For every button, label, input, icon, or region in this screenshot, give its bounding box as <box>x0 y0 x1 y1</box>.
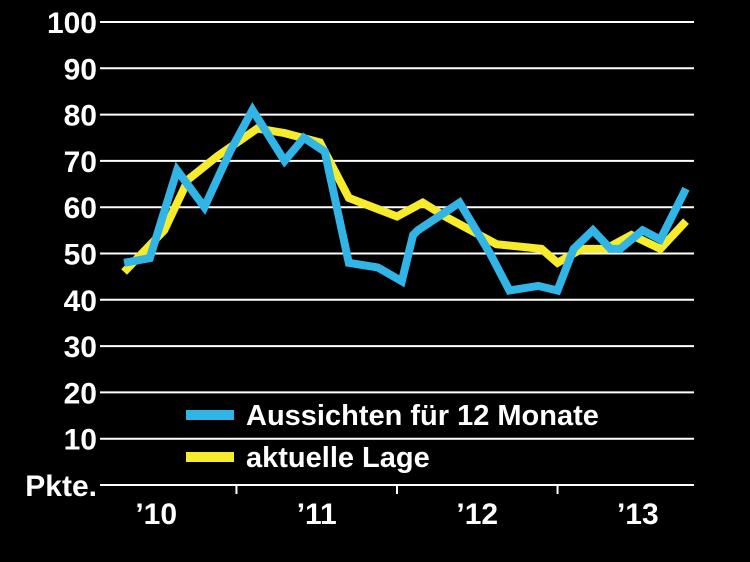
x-axis: ’10 ’11 ’12 ’13 <box>100 484 694 531</box>
y-tick-label-20: 20 <box>64 377 97 410</box>
y-tick-label-60: 60 <box>64 192 97 225</box>
x-tick-label-2: ’12 <box>456 498 498 531</box>
y-tick-label-90: 90 <box>64 53 97 86</box>
y-tick-label-10: 10 <box>64 424 97 457</box>
y-tick-label-30: 30 <box>64 331 97 364</box>
y-tick-label-40: 40 <box>64 285 97 318</box>
y-axis-tick-labels: 10 20 30 40 50 60 70 80 90 100 <box>47 7 97 457</box>
y-tick-label-80: 80 <box>64 100 97 133</box>
legend-label-1: aktuelle Lage <box>246 442 430 474</box>
y-tick-label-70: 70 <box>64 146 97 179</box>
x-tick-label-0: ’10 <box>135 498 177 531</box>
series-lines <box>121 102 690 296</box>
y-tick-label-50: 50 <box>64 239 97 272</box>
grid-lines <box>100 21 694 440</box>
y-tick-label-100: 100 <box>47 7 97 40</box>
legend-label-0: Aussichten für 12 Monate <box>246 400 599 432</box>
legend: Aussichten für 12 Monate aktuelle Lage <box>186 400 599 474</box>
x-tick-label-1: ’11 <box>297 498 337 531</box>
series-line-0 <box>123 102 690 296</box>
x-tick-label-3: ’13 <box>617 498 659 531</box>
y-axis-unit-label: Pkte. <box>25 470 97 503</box>
